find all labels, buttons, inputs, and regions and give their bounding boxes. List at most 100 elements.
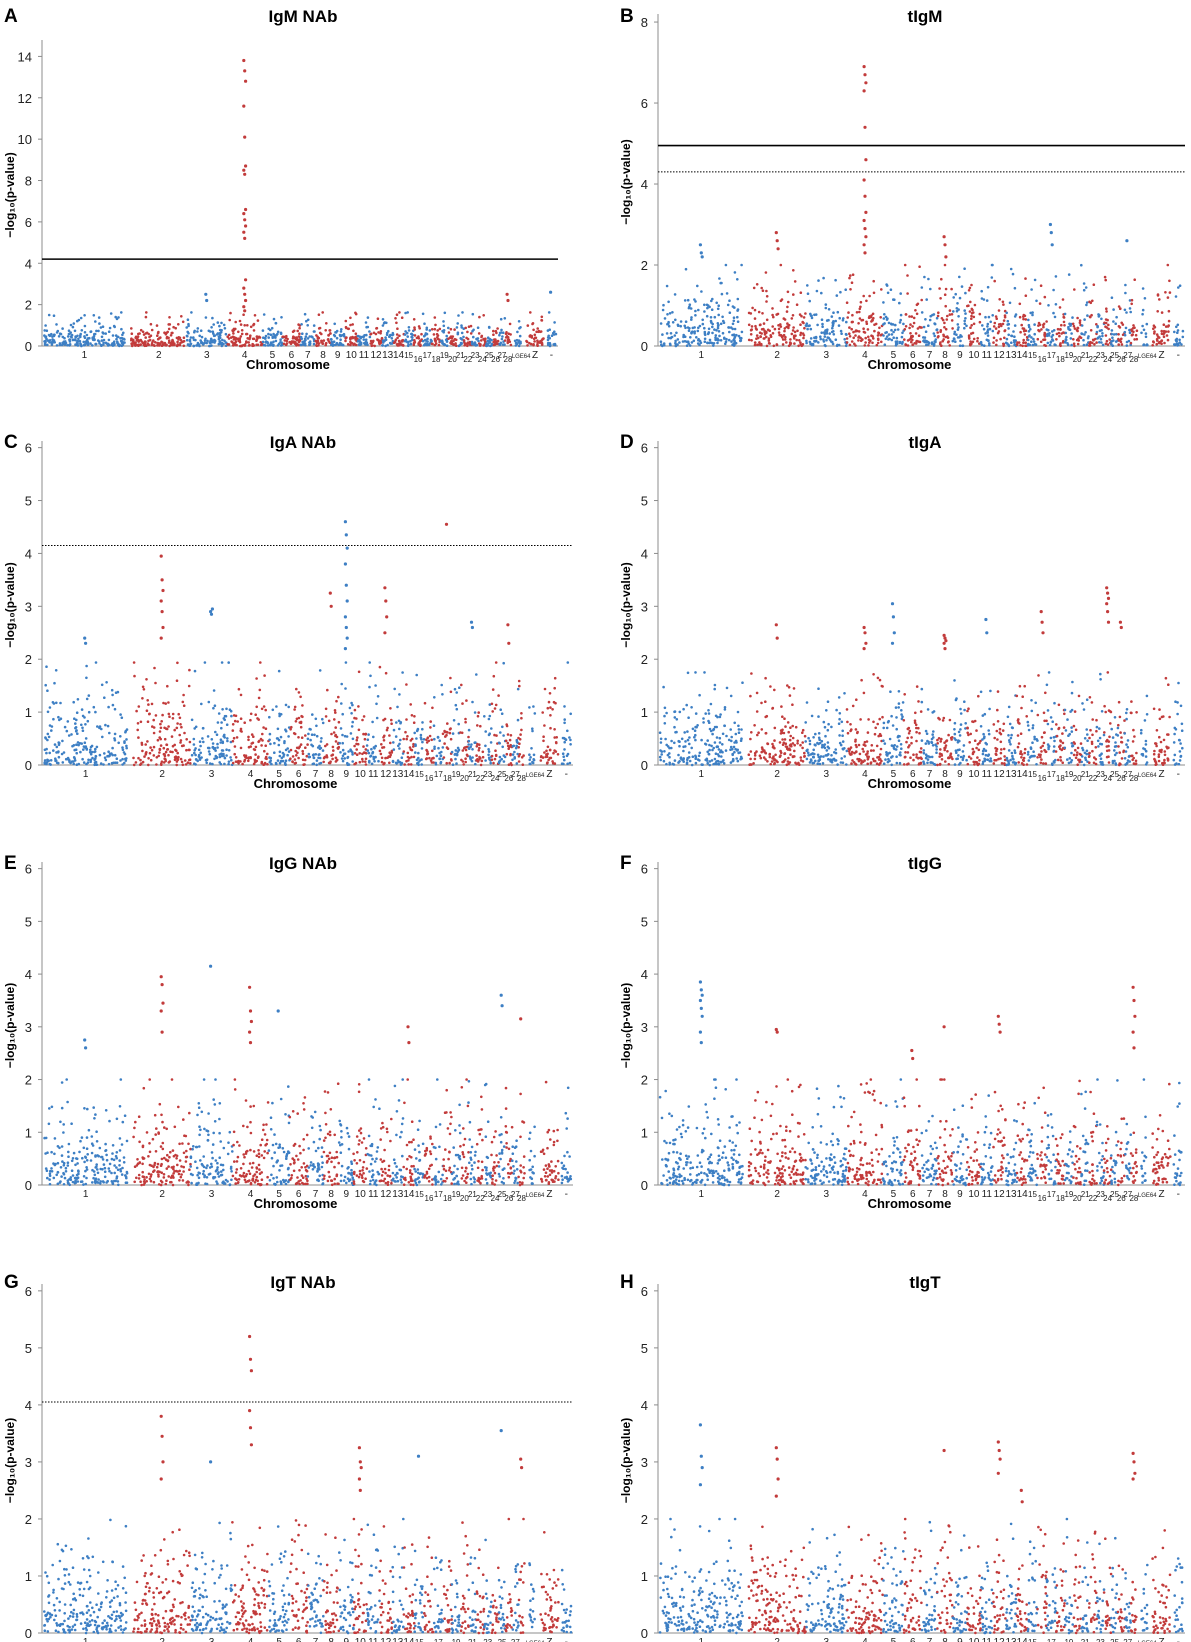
snp-point xyxy=(925,298,928,301)
snp-point xyxy=(263,749,266,753)
snp-point xyxy=(555,741,558,745)
snp-point xyxy=(1076,342,1080,346)
snp-point xyxy=(55,344,59,347)
snp-point xyxy=(811,342,815,346)
snp-point xyxy=(227,762,230,766)
snp-point xyxy=(890,756,893,759)
snp-point xyxy=(335,699,338,703)
snp-point xyxy=(276,759,280,762)
snp-point xyxy=(866,328,870,331)
snp-point xyxy=(1058,334,1061,338)
snp-point xyxy=(753,343,757,347)
snp-point xyxy=(541,756,545,759)
snp-point xyxy=(1133,326,1136,330)
snp-point xyxy=(211,762,214,766)
snp-point xyxy=(668,342,672,346)
snp-point xyxy=(821,325,824,329)
snp-point xyxy=(324,715,328,718)
snp-point xyxy=(377,759,380,763)
snp-point xyxy=(211,742,215,745)
snp-point xyxy=(84,343,87,346)
snp-point xyxy=(398,693,401,696)
snp-point xyxy=(86,343,90,347)
snp-point xyxy=(690,706,693,709)
snp-point xyxy=(505,331,508,334)
snp-point xyxy=(189,762,192,765)
snp-point xyxy=(74,343,77,346)
snp-point xyxy=(139,758,142,762)
snp-point xyxy=(764,676,767,680)
y-tick-label: 10 xyxy=(18,132,32,147)
snp-point xyxy=(803,754,806,758)
snp-point xyxy=(1035,299,1038,303)
snp-point xyxy=(953,330,957,334)
snp-point xyxy=(825,332,829,335)
snp-point xyxy=(43,343,47,346)
snp-point xyxy=(764,700,767,703)
snp-point xyxy=(272,332,275,336)
snp-point xyxy=(1024,318,1028,321)
snp-point xyxy=(703,337,707,341)
snp-point xyxy=(355,717,358,720)
snp-point xyxy=(188,340,192,343)
snp-point xyxy=(218,755,222,759)
snp-point xyxy=(942,333,945,337)
snp-point xyxy=(932,332,936,335)
snp-point xyxy=(356,742,360,746)
snp-point xyxy=(482,344,486,347)
snp-point xyxy=(276,332,279,336)
snp-point xyxy=(920,286,924,289)
snp-point xyxy=(1029,328,1032,331)
snp-point xyxy=(518,753,522,756)
snp-point xyxy=(997,325,1001,329)
snp-point xyxy=(662,685,665,689)
snp-point xyxy=(89,330,92,334)
snp-point xyxy=(249,745,252,748)
snp-point xyxy=(164,759,167,763)
snp-point xyxy=(730,340,733,343)
snp-point xyxy=(694,314,697,317)
peak-point xyxy=(1125,239,1129,243)
snp-point xyxy=(89,745,93,749)
snp-point xyxy=(369,333,372,336)
snp-point xyxy=(176,751,179,755)
snp-point xyxy=(76,344,80,347)
snp-point xyxy=(569,712,572,716)
snp-point xyxy=(720,292,724,296)
snp-point xyxy=(200,335,204,339)
snp-point xyxy=(262,313,266,316)
snp-point xyxy=(418,327,422,330)
snp-point xyxy=(297,716,301,720)
snp-point xyxy=(841,740,845,743)
snp-point xyxy=(1099,337,1103,341)
snp-point xyxy=(249,718,252,722)
snp-point xyxy=(415,729,419,733)
snp-point xyxy=(1180,343,1183,346)
snp-point xyxy=(736,278,739,281)
snp-point xyxy=(102,338,106,342)
snp-point xyxy=(487,753,490,757)
snp-point xyxy=(915,685,919,688)
snp-point xyxy=(472,335,475,339)
snp-point xyxy=(502,754,506,757)
snp-point xyxy=(772,344,776,348)
snp-point xyxy=(943,748,946,752)
snp-point xyxy=(402,737,406,741)
snp-point xyxy=(342,332,346,336)
snp-point xyxy=(388,734,391,737)
snp-point xyxy=(100,344,103,348)
snp-point xyxy=(175,760,179,763)
snp-point xyxy=(846,720,849,724)
snp-point xyxy=(301,340,304,344)
snp-point xyxy=(376,695,380,698)
chromosome-label: 1 xyxy=(699,769,705,780)
snp-point xyxy=(797,344,800,348)
snp-point xyxy=(61,327,64,330)
snp-point xyxy=(1110,296,1114,300)
snp-point xyxy=(895,745,899,748)
snp-point xyxy=(857,743,861,747)
snp-point xyxy=(53,743,57,746)
chromosome-label: 26 xyxy=(491,355,500,364)
snp-point xyxy=(1111,336,1114,340)
snp-point xyxy=(490,754,494,758)
